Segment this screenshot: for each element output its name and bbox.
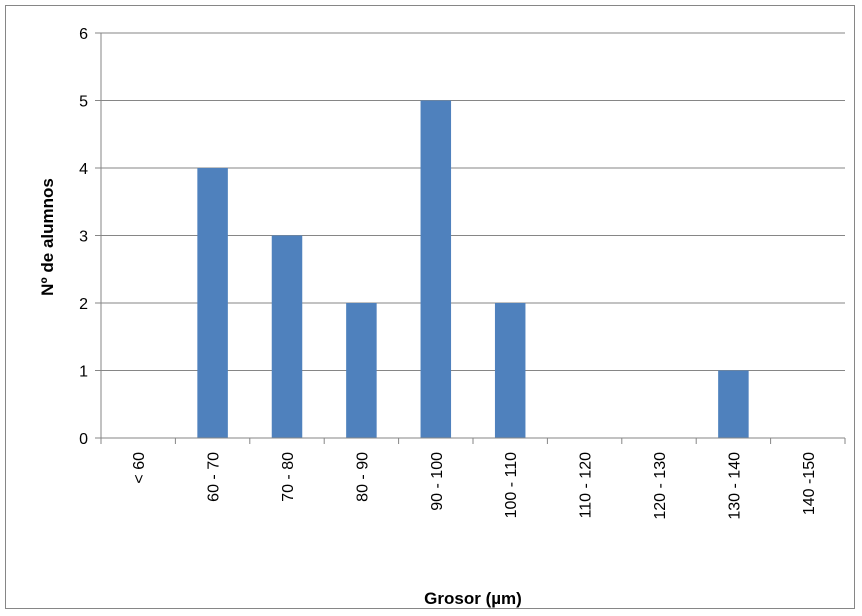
y-tick-label: 0 <box>79 431 88 448</box>
x-tick-label: < 60 <box>131 452 148 484</box>
x-tick-label: 140 -150 <box>801 452 818 515</box>
x-tick-label: 70 - 80 <box>280 452 297 502</box>
x-tick-label: 130 - 140 <box>726 452 743 520</box>
bar <box>346 303 377 438</box>
bar <box>420 100 452 438</box>
x-tick-label: 60 - 70 <box>206 452 223 502</box>
y-tick-label: 4 <box>79 161 88 178</box>
x-tick-labels: < 60 60 - 70 70 - 80 80 - 90 90 - 100 100 - 1… <box>131 452 818 520</box>
x-axis-title: Grosor (µm) <box>424 589 522 608</box>
bar <box>197 168 228 438</box>
x-tick-label: 120 - 130 <box>652 452 669 520</box>
x-tick-label: 90 - 100 <box>429 452 446 511</box>
y-tick-label: 3 <box>79 229 88 246</box>
x-tick-label: 100 - 110 <box>503 452 520 519</box>
y-tick-label: 1 <box>79 364 88 381</box>
x-tick-label: 80 - 90 <box>354 452 371 502</box>
bars <box>197 100 749 438</box>
bar <box>718 370 749 438</box>
axes <box>95 32 846 444</box>
bar <box>271 235 303 438</box>
x-tick-label: 110 - 120 <box>578 452 595 519</box>
y-axis-title: Nº de alumnos <box>38 178 57 296</box>
y-tick-label: 2 <box>79 296 88 313</box>
bar <box>494 303 526 438</box>
y-tick-label: 6 <box>79 26 88 43</box>
y-tick-label: 5 <box>79 94 88 111</box>
y-tick-labels: 0 1 2 3 4 5 6 <box>79 26 88 448</box>
